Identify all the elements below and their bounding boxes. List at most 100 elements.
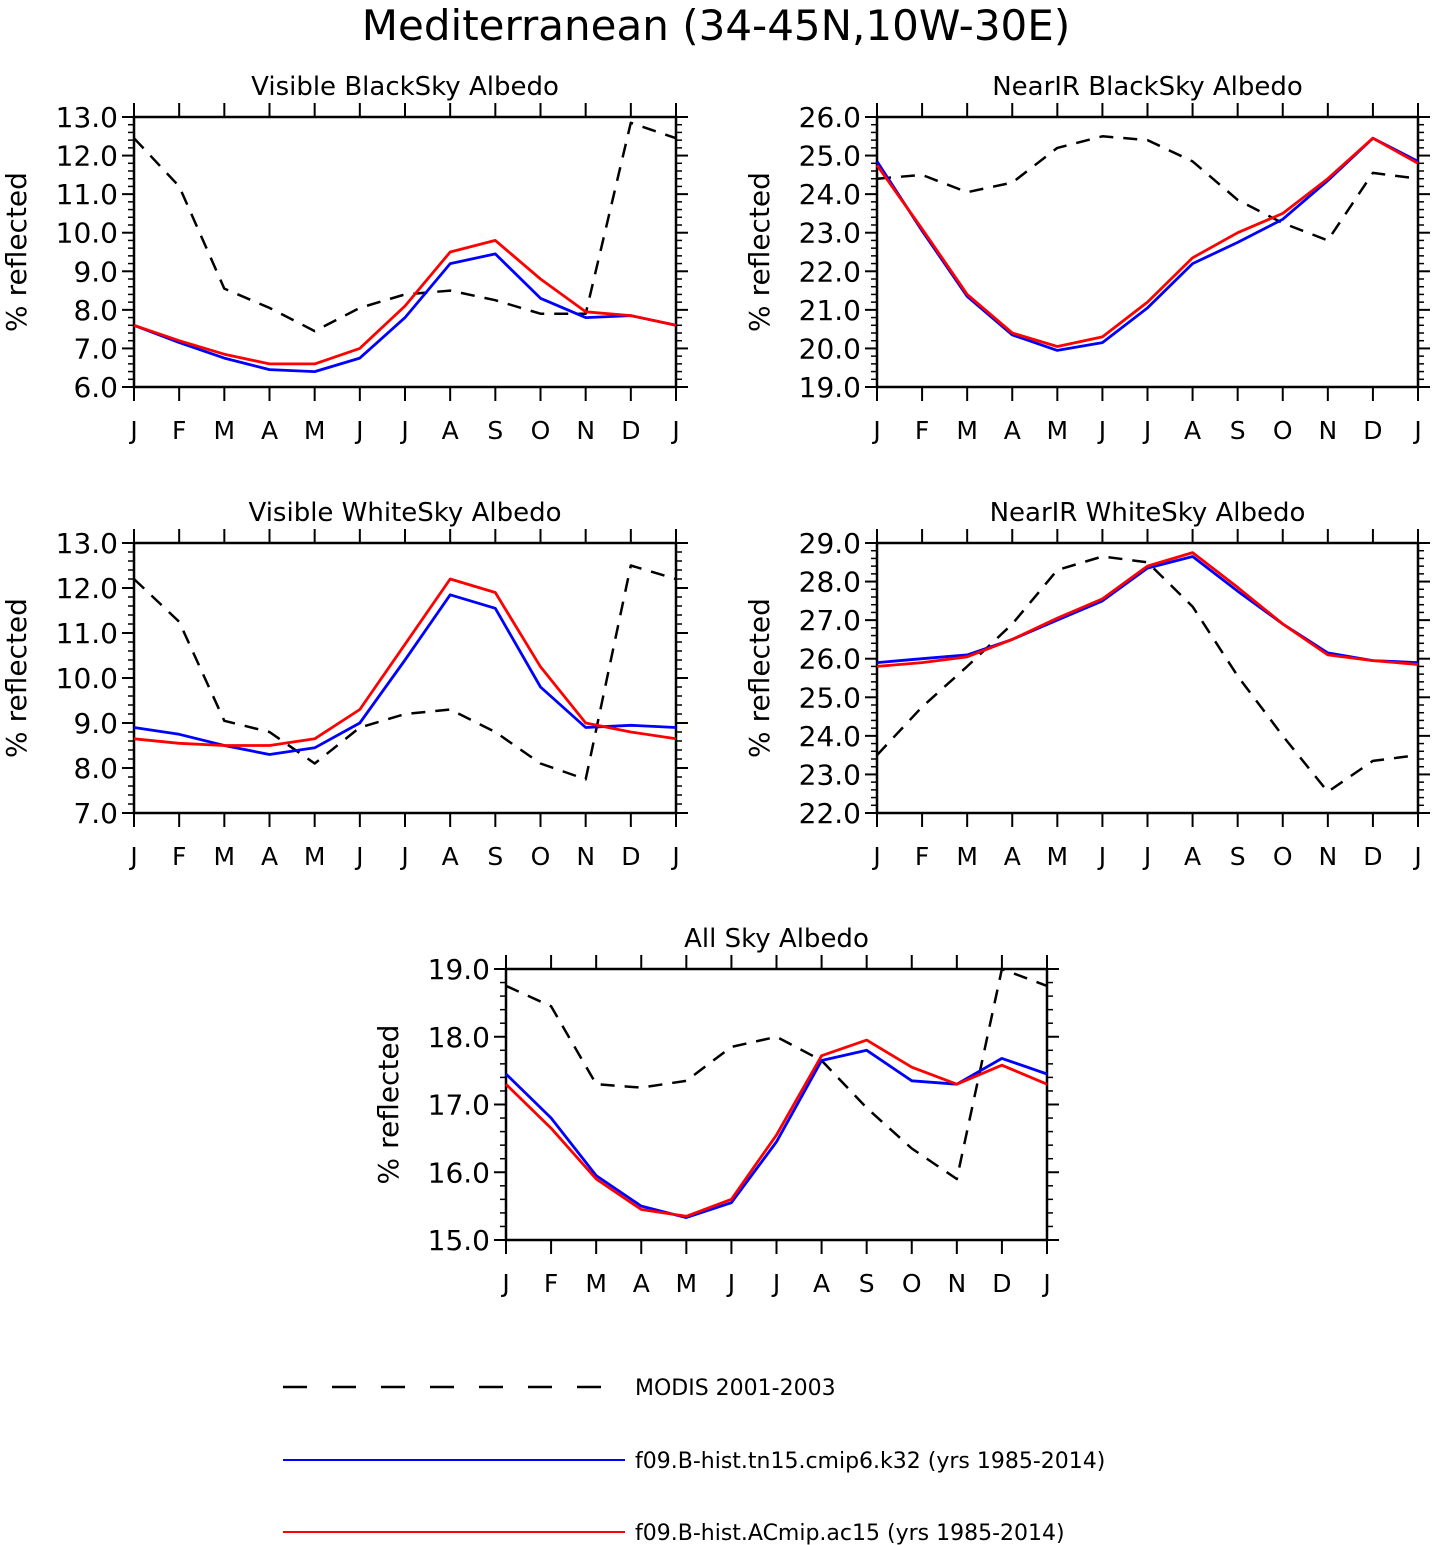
x-tick-label: N [576, 416, 595, 445]
x-tick-label: D [621, 416, 640, 445]
y-tick-label: 13.0 [56, 527, 118, 560]
y-tick-label: 22.0 [799, 255, 861, 288]
x-tick-label: J [871, 842, 880, 871]
series-line-ac15 [505, 1038, 1048, 1218]
panel-title: NearIR BlackSky Albedo [992, 72, 1303, 102]
y-tick-label: 23.0 [799, 217, 861, 250]
panel-title: All Sky Albedo [684, 924, 869, 954]
x-tick-label: J [128, 842, 137, 871]
x-tick-label: J [1097, 416, 1106, 445]
y-tick-label: 24.0 [799, 178, 861, 211]
x-tick-label: J [500, 1269, 509, 1298]
y-tick-label: 10.0 [56, 662, 118, 695]
x-tick-label: O [902, 1269, 922, 1298]
x-tick-label: M [956, 416, 978, 445]
y-axis-label: % reflected [743, 598, 776, 758]
x-tick-label: A [442, 416, 459, 445]
x-tick-label: F [544, 1269, 558, 1298]
chart-panel: J F M A M J J A S O N D J19.020.021.022.023.024.025.… [743, 72, 1430, 445]
y-tick-label: 19.0 [428, 953, 490, 986]
series-line-modis [133, 121, 677, 333]
series-line-k32 [875, 136, 1419, 352]
y-tick-label: 26.0 [799, 101, 861, 134]
series-line-modis [876, 555, 1419, 794]
series-line-k32 [876, 555, 1419, 664]
x-tick-label: D [1363, 842, 1382, 871]
x-tick-label: J [1412, 416, 1421, 445]
x-tick-label: D [1363, 416, 1382, 445]
x-tick-label: J [1142, 416, 1151, 445]
y-axis-label: % reflected [0, 598, 33, 758]
x-tick-label: M [676, 1269, 698, 1298]
plot-frame [875, 541, 1420, 815]
series-line-k32 [133, 252, 677, 374]
panel-title: Visible BlackSky Albedo [251, 72, 559, 102]
y-tick-label: 11.0 [56, 617, 118, 650]
y-tick-label: 9.0 [73, 707, 118, 740]
x-tick-label: A [261, 842, 278, 871]
x-tick-label: S [487, 842, 503, 871]
x-tick-label: J [354, 842, 363, 871]
y-tick-label: 26.0 [799, 643, 861, 676]
y-tick-label: 11.0 [56, 178, 118, 211]
x-tick-label: M [304, 842, 326, 871]
series-line-modis [133, 564, 677, 781]
x-tick-label: O [1273, 416, 1293, 445]
y-tick-label: 19.0 [799, 371, 861, 404]
x-tick-label: J [670, 842, 679, 871]
y-axis-label: % reflected [0, 172, 33, 332]
x-tick-label: O [1273, 842, 1293, 871]
y-tick-label: 15.0 [428, 1224, 490, 1257]
y-tick-label: 21.0 [799, 294, 861, 327]
series-line-ac15 [876, 551, 1419, 668]
legend-label-modis: MODIS 2001-2003 [635, 1376, 836, 1401]
x-tick-label: A [1184, 842, 1201, 871]
x-tick-label: F [172, 416, 186, 445]
x-tick-label: N [1318, 842, 1337, 871]
x-tick-label: J [1041, 1269, 1050, 1298]
y-axis-label: % reflected [743, 172, 776, 332]
y-tick-label: 22.0 [799, 797, 861, 830]
series-line-modis [505, 967, 1048, 1181]
x-tick-label: A [1004, 842, 1021, 871]
x-tick-label: M [1047, 842, 1069, 871]
y-tick-label: 8.0 [73, 294, 118, 327]
plot-frame [132, 115, 678, 389]
x-tick-label: M [304, 416, 326, 445]
x-tick-label: M [956, 842, 978, 871]
y-tick-label: 10.0 [56, 217, 118, 250]
x-tick-label: S [487, 416, 503, 445]
x-tick-label: M [214, 842, 236, 871]
y-tick-label: 17.0 [428, 1089, 490, 1122]
y-tick-label: 29.0 [799, 527, 861, 560]
x-tick-label: S [1230, 416, 1246, 445]
y-tick-label: 9.0 [73, 255, 118, 288]
x-tick-label: N [1318, 416, 1337, 445]
x-tick-label: N [947, 1269, 966, 1298]
y-tick-label: 8.0 [73, 752, 118, 785]
y-tick-label: 24.0 [799, 720, 861, 753]
x-tick-label: O [531, 416, 551, 445]
y-axis-label: % reflected [372, 1025, 405, 1185]
panel-title: NearIR WhiteSky Albedo [990, 498, 1306, 528]
plot-frame [504, 967, 1049, 1242]
y-tick-label: 6.0 [73, 371, 118, 404]
legend-label-ac15: f09.B-hist.ACmip.ac15 (yrs 1985-2014) [635, 1521, 1065, 1545]
y-tick-label: 25.0 [799, 681, 861, 714]
y-tick-label: 23.0 [799, 758, 861, 791]
x-tick-label: S [1230, 842, 1246, 871]
x-tick-label: J [670, 416, 679, 445]
y-tick-label: 25.0 [799, 140, 861, 173]
x-tick-label: O [531, 842, 551, 871]
y-tick-label: 16.0 [428, 1156, 490, 1189]
x-tick-label: J [1142, 842, 1151, 871]
y-tick-label: 18.0 [428, 1021, 490, 1054]
panels: J F M A M J J A S O N D J6.07.08.09.010.011.012.013.… [0, 72, 1430, 1298]
x-tick-label: M [585, 1269, 607, 1298]
chart-panel: J F M A M J J A S O N D J6.07.08.09.010.011.012.013.… [0, 72, 688, 445]
y-tick-label: 27.0 [799, 604, 861, 637]
chart-panel: J F M A M J J A S O N D J7.08.09.010.011.012.013.0Vi… [0, 498, 688, 871]
x-tick-label: J [871, 416, 880, 445]
x-tick-label: J [1097, 842, 1106, 871]
plot-frame [132, 541, 678, 815]
